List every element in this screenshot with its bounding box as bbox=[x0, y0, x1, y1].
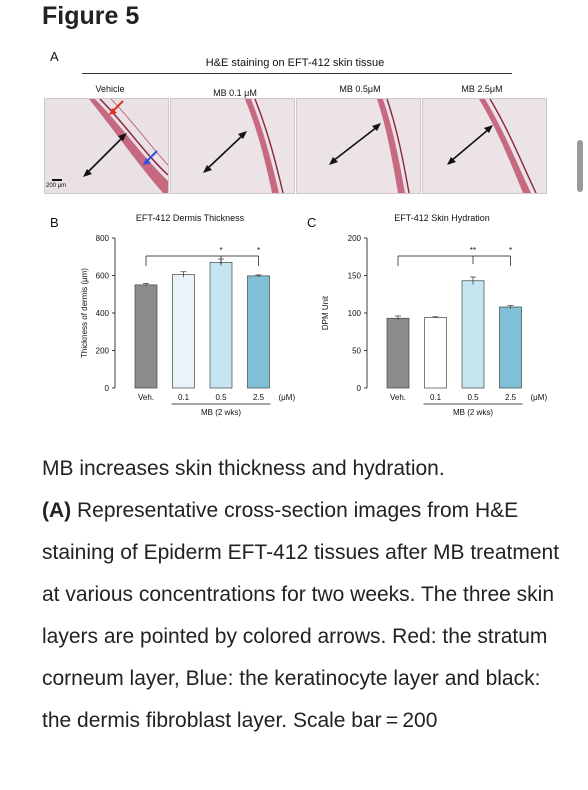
bar-0.5 bbox=[461, 280, 485, 389]
dermis-double-arrow-icon bbox=[447, 125, 493, 165]
y-tick-label: 600 bbox=[96, 272, 110, 281]
figure-caption: MB increases skin thickness and hydratio… bbox=[42, 448, 562, 742]
x-unit-label: (μM) bbox=[531, 393, 548, 402]
scrollbar-thumb[interactable] bbox=[577, 140, 583, 192]
bar-Veh. bbox=[386, 317, 410, 389]
condition-label-vehicle: Vehicle bbox=[95, 84, 125, 94]
x-tick-label: 0.5 bbox=[467, 393, 479, 402]
dermis-double-arrow-icon bbox=[83, 133, 127, 177]
x-axis-label: MB (2 wks) bbox=[201, 408, 241, 417]
panel-a-title: H&E staining on EFT-412 skin tissue bbox=[205, 57, 385, 69]
y-tick-label: 0 bbox=[357, 384, 362, 393]
x-tick-label: 0.1 bbox=[430, 393, 442, 402]
panel-a-label: A bbox=[50, 49, 59, 64]
x-unit-label: (μM) bbox=[279, 393, 296, 402]
significance-marker: * bbox=[509, 246, 512, 255]
chart-skin-hydration: EFT-412 Skin Hydration 0 50 100 150 200 DPM Un… bbox=[312, 200, 552, 430]
caption-text: Representative cross-section images from… bbox=[42, 499, 560, 732]
caption-title: MB increases skin thickness and hydratio… bbox=[42, 457, 445, 480]
figure-heading: Figure 5 bbox=[42, 2, 140, 30]
significance-marker: * bbox=[257, 246, 260, 255]
y-tick-label: 200 bbox=[96, 347, 110, 356]
dermis-double-arrow-icon bbox=[203, 131, 247, 173]
y-tick-label: 150 bbox=[348, 272, 362, 281]
panel-c-label: C bbox=[307, 215, 317, 230]
tissue-image-mb-2-5 bbox=[422, 98, 547, 194]
bar-2.5 bbox=[499, 306, 522, 389]
x-tick-label: Veh. bbox=[390, 393, 406, 402]
tissue-image-mb-0-1 bbox=[170, 98, 295, 194]
panel-b-label: B bbox=[50, 215, 59, 230]
caption-panel-ref: (A) bbox=[42, 499, 72, 522]
bar-Veh. bbox=[134, 284, 158, 389]
y-tick-label: 100 bbox=[348, 309, 362, 318]
bar-0.5 bbox=[209, 262, 233, 389]
y-tick-label: 800 bbox=[96, 234, 110, 243]
chart-dermis-thickness: EFT-412 Dermis Thickness 0 200 400 600 800 Thi… bbox=[60, 200, 300, 430]
condition-label-mb-0-1: MB 0.1 μM bbox=[213, 88, 257, 98]
x-tick-label: 2.5 bbox=[253, 393, 265, 402]
significance-marker: ** bbox=[470, 246, 476, 255]
bar-0.1 bbox=[424, 317, 447, 389]
chart-title: EFT-412 Skin Hydration bbox=[394, 213, 490, 223]
y-tick-label: 50 bbox=[352, 347, 361, 356]
bar-0.1 bbox=[172, 274, 195, 389]
y-tick-label: 200 bbox=[348, 234, 362, 243]
x-tick-label: 2.5 bbox=[505, 393, 517, 402]
y-tick-label: 400 bbox=[96, 309, 110, 318]
condition-label-mb-2-5: MB 2.5μM bbox=[461, 84, 503, 94]
tissue-image-mb-0-5 bbox=[296, 98, 421, 194]
tissue-image-vehicle bbox=[44, 98, 169, 194]
y-axis-label: DPM Unit bbox=[321, 295, 330, 330]
dermis-double-arrow-icon bbox=[329, 123, 381, 165]
x-tick-label: Veh. bbox=[138, 393, 154, 402]
panel-a-title-rule bbox=[82, 73, 512, 74]
x-tick-label: 0.5 bbox=[215, 393, 227, 402]
red-arrow-icon bbox=[109, 100, 124, 115]
significance-marker: * bbox=[219, 246, 222, 255]
y-axis-label: Thickness of dermis (μm) bbox=[80, 268, 89, 358]
y-tick-label: 0 bbox=[105, 384, 110, 393]
scale-bar bbox=[52, 179, 62, 181]
condition-label-mb-0-5: MB 0.5μM bbox=[339, 84, 381, 94]
x-tick-label: 0.1 bbox=[178, 393, 190, 402]
blue-arrow-icon bbox=[143, 150, 158, 165]
chart-title: EFT-412 Dermis Thickness bbox=[136, 213, 245, 223]
bar-2.5 bbox=[247, 275, 270, 389]
scale-bar-label: 200 μm bbox=[46, 183, 67, 189]
x-axis-label: MB (2 wks) bbox=[453, 408, 493, 417]
